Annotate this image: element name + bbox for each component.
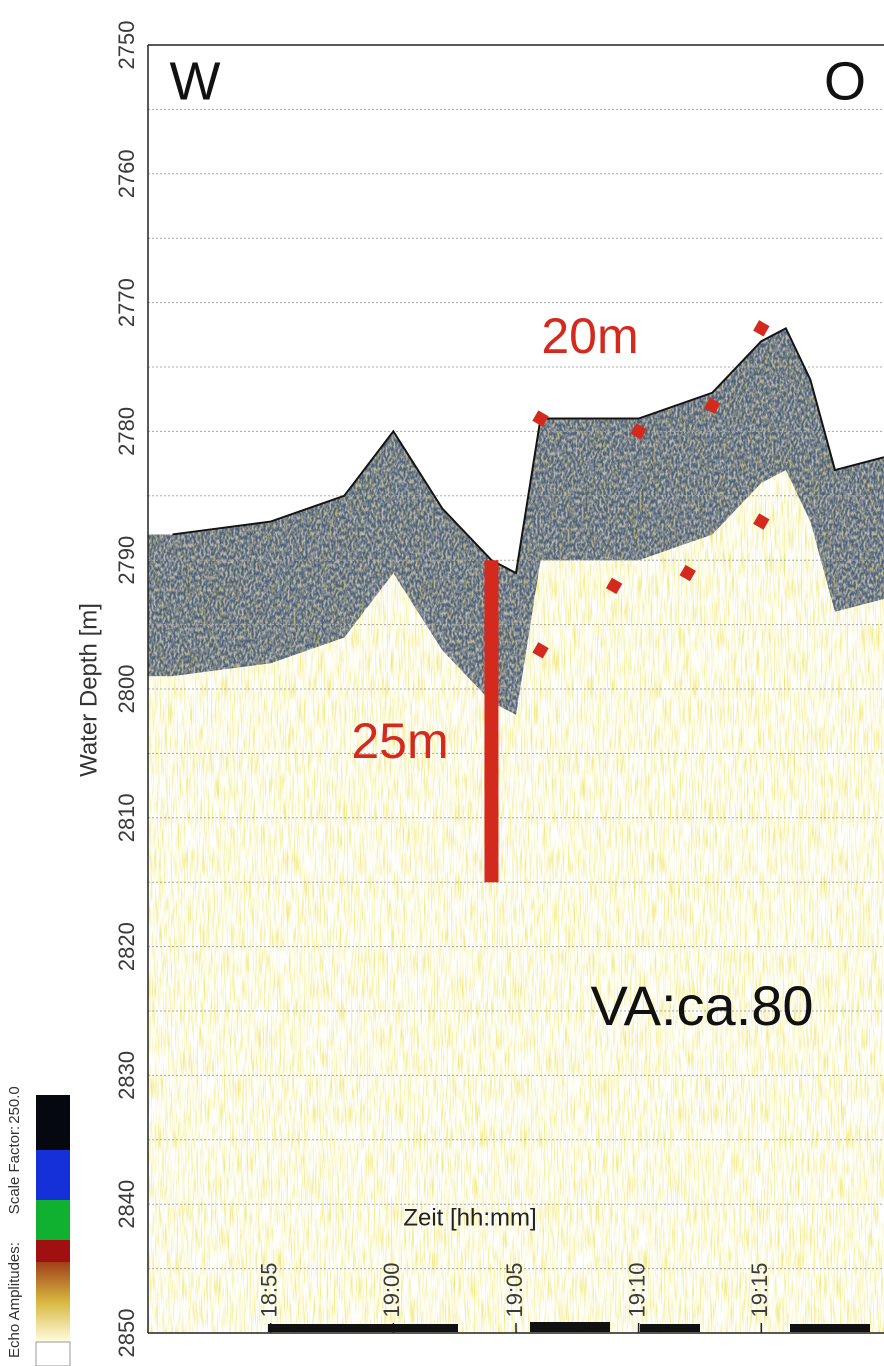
- y-tick-label: 2810: [114, 793, 139, 842]
- echo-texture: [148, 328, 884, 1333]
- boundary-marker: [532, 642, 549, 659]
- boundary-marker: [704, 397, 721, 414]
- y-tick-label: 2790: [114, 536, 139, 585]
- boundary-marker: [753, 513, 770, 530]
- y-tick-label: 2780: [114, 407, 139, 456]
- boundary-marker: [753, 320, 770, 337]
- x-tick-label: 19:00: [379, 1262, 404, 1317]
- colorbar-segment: [35, 1341, 71, 1366]
- y-axis-label: Water Depth [m]: [75, 603, 102, 777]
- marks: [172, 320, 884, 883]
- x-axis-label: Zeit [hh:mm]: [403, 1204, 536, 1231]
- colorbar-segment: [36, 1200, 70, 1240]
- colorbar-segment: [36, 1240, 70, 1262]
- annotation-west: W: [170, 51, 221, 111]
- boundary-marker: [532, 410, 549, 427]
- y-tick-label: 2820: [114, 922, 139, 971]
- boundary-marker: [630, 423, 647, 440]
- colorbar: Echo Amplitudes: Scale Factor: 250.0: [6, 1086, 71, 1366]
- y-tick-label: 2770: [114, 278, 139, 327]
- colorbar-max: 250.0: [6, 1086, 23, 1124]
- boundary-marker: [605, 577, 623, 595]
- annotation-east: O: [824, 51, 866, 111]
- x-tick-label: 19:10: [624, 1262, 649, 1317]
- y-tick-label: 2830: [114, 1051, 139, 1100]
- colorbar-segment: [36, 1262, 70, 1342]
- colorbar-segment: [36, 1150, 70, 1200]
- y-tick-label: 2750: [114, 21, 139, 70]
- x-tick-label: 18:55: [256, 1262, 281, 1317]
- y-tick-label: 2840: [114, 1180, 139, 1229]
- annotation-upper: 20m: [541, 308, 638, 364]
- y-tick-label: 2800: [114, 665, 139, 714]
- x-tick-label: 19:15: [747, 1262, 772, 1317]
- annotation-velocity: VA:ca.80: [590, 974, 813, 1037]
- reflector-texture: [148, 328, 884, 715]
- annotation-lower: 25m: [351, 713, 448, 769]
- y-tick-label: 2850: [114, 1309, 139, 1358]
- axes: 2750 2760 2770 2780 2790 2800 2810 2820 2830 2840…: [114, 21, 884, 1358]
- sediment-speckle: [148, 328, 884, 1333]
- bottom-bars: [268, 1322, 870, 1332]
- colorbar-top: [36, 1095, 70, 1150]
- boundary-marker: [679, 564, 696, 582]
- colorbar-scale-label: Scale Factor:: [6, 1126, 23, 1214]
- x-tick-label: 19:05: [502, 1262, 527, 1317]
- y-tick-label: 2760: [114, 149, 139, 198]
- colorbar-label: Echo Amplitudes:: [6, 1242, 23, 1358]
